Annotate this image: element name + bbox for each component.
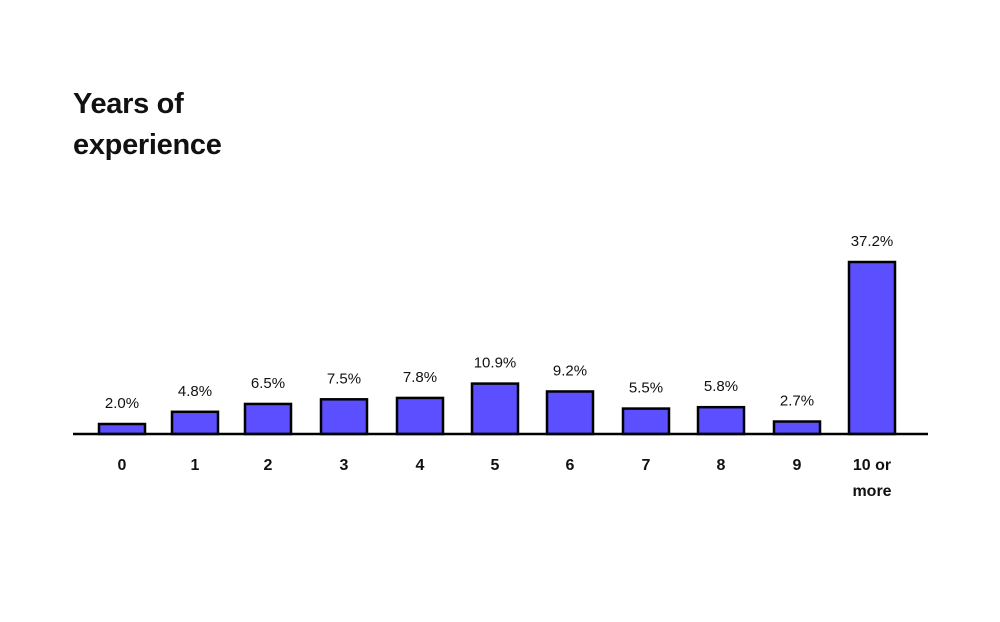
value-label-2: 6.5% (251, 375, 285, 392)
category-label-line: 10 or (853, 457, 891, 474)
category-label-8: 8 (717, 457, 726, 474)
value-label-0: 2.0% (105, 395, 139, 412)
value-label-6: 9.2% (553, 362, 587, 379)
category-label-5: 5 (491, 457, 500, 474)
bar-4 (395, 396, 445, 436)
category-label-0: 0 (118, 457, 127, 474)
category-label-line: more (852, 483, 891, 500)
bar-10-or-more (847, 260, 897, 436)
bar-9 (772, 420, 822, 436)
category-label-line: 0 (118, 457, 127, 474)
bar-7 (621, 407, 671, 436)
bar-1 (170, 410, 220, 436)
bar-5 (470, 382, 520, 436)
category-label-line: 9 (793, 457, 802, 474)
value-label-1: 4.8% (178, 383, 212, 400)
value-label-4: 7.8% (403, 369, 437, 386)
value-label-3: 7.5% (327, 370, 361, 387)
bars-group (97, 260, 897, 436)
bar-3 (319, 398, 369, 436)
category-label-9: 9 (793, 457, 802, 474)
category-label-3: 3 (340, 457, 349, 474)
category-label-line: 7 (642, 457, 651, 474)
category-label-10-or-more: 10 or more (852, 457, 891, 500)
value-label-9: 2.7% (780, 393, 814, 410)
bar-0 (97, 422, 147, 436)
bar-2 (243, 402, 293, 436)
value-label-8: 5.8% (704, 378, 738, 395)
category-label-line: 4 (416, 457, 425, 474)
category-label-1: 1 (191, 457, 200, 474)
category-label-line: 6 (566, 457, 575, 474)
value-label-7: 5.5% (629, 380, 663, 397)
category-label-line: 8 (717, 457, 726, 474)
category-label-line: 3 (340, 457, 349, 474)
value-labels-group: 2.0% 4.8% 6.5% 7.5% 7.8% 10.9% 9.2% 5.5% 5.8% 2.7… (105, 233, 893, 412)
category-label-7: 7 (642, 457, 651, 474)
category-label-line: 1 (191, 457, 200, 474)
category-label-line: 5 (491, 457, 500, 474)
bar-8 (696, 405, 746, 436)
category-label-6: 6 (566, 457, 575, 474)
category-label-2: 2 (264, 457, 273, 474)
value-label-10-or-more: 37.2% (851, 233, 894, 250)
category-labels-group: 0 1 2 3 4 5 6 7 8 9 10 or more (118, 457, 892, 500)
category-label-4: 4 (416, 457, 425, 474)
chart-title: Years of experience (73, 88, 222, 161)
category-label-line: 2 (264, 457, 273, 474)
bar-6 (545, 390, 595, 436)
value-label-5: 10.9% (474, 355, 517, 372)
